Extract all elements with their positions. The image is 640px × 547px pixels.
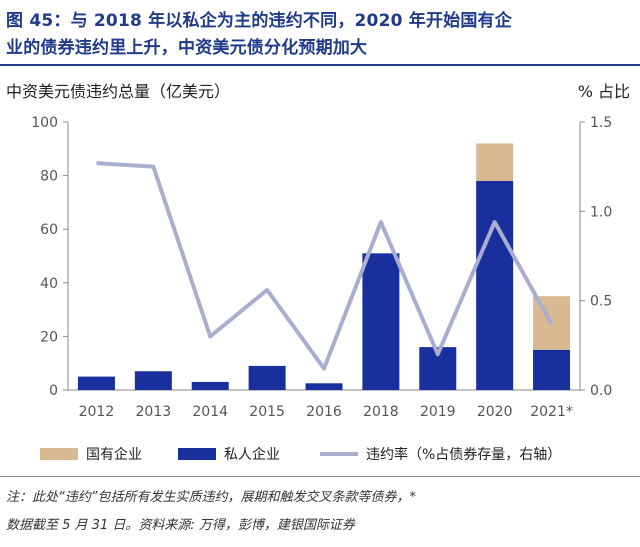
x-tick-label: 2015 bbox=[249, 404, 285, 420]
x-tick-label: 2019 bbox=[420, 404, 456, 420]
legend-label-state-owned: 国有企业 bbox=[86, 447, 142, 463]
bar-private-enterprise bbox=[362, 253, 400, 390]
legend-item-state-owned: 国有企业 bbox=[40, 444, 142, 464]
bar-private-enterprise bbox=[248, 365, 286, 390]
figure-title-line-2: 业的债券违约里上升，中资美元债分化预期加大 bbox=[6, 38, 368, 58]
legend-label-private: 私人企业 bbox=[224, 447, 280, 463]
bar-private-enterprise bbox=[191, 381, 229, 390]
x-tick-label: 2014 bbox=[192, 404, 228, 420]
title-divider bbox=[0, 64, 640, 66]
right-tick-label: 1.0 bbox=[590, 204, 612, 220]
x-tick-label: 2018 bbox=[363, 404, 399, 420]
x-tick-label: 2013 bbox=[136, 404, 172, 420]
legend-swatch-state-owned bbox=[40, 448, 78, 460]
bar-state-owned-enterprise bbox=[476, 143, 514, 181]
stacked-bar-line-chart: 0 20 40 60 80 100 0.0 0.5 1.0 1.5 2012 2013 2014 2015… bbox=[31, 115, 612, 420]
note-divider bbox=[0, 476, 640, 477]
left-tick-label: 80 bbox=[40, 169, 58, 185]
x-tick-label: 2020 bbox=[477, 404, 513, 420]
figure-title: 图 45：与 2018 年以私企为主的违约不同，2020 年开始国有企 业的债券… bbox=[0, 0, 640, 70]
x-tick-label: 2021* bbox=[530, 404, 573, 420]
bar-private-enterprise bbox=[77, 376, 115, 390]
footnote-line-1: 注：此处“违约”包括所有发生实质违约，展期和触发交叉条款等债券，* bbox=[6, 490, 416, 505]
bar-private-enterprise bbox=[134, 371, 172, 390]
legend-swatch-default-rate bbox=[320, 452, 358, 456]
right-tick-label: 1.5 bbox=[590, 115, 612, 131]
left-tick-label: 20 bbox=[40, 329, 58, 345]
right-tick-label: 0.0 bbox=[590, 383, 612, 399]
bar-private-enterprise bbox=[533, 349, 571, 390]
figure-title-line-1: 图 45：与 2018 年以私企为主的违约不同，2020 年开始国有企 bbox=[6, 11, 512, 31]
legend-item-private: 私人企业 bbox=[178, 444, 280, 464]
right-axis-title: % 占比 bbox=[577, 82, 630, 101]
chart-legend: 国有企业 私人企业 违约率（%占债券存量，右轴） bbox=[0, 440, 640, 468]
x-tick-label: 2012 bbox=[79, 404, 115, 420]
right-tick-label: 0.5 bbox=[590, 294, 612, 310]
legend-label-default-rate: 违约率（%占债券存量，右轴） bbox=[366, 447, 562, 463]
left-tick-label: 100 bbox=[31, 115, 58, 131]
bar-private-enterprise bbox=[305, 383, 343, 390]
bar-private-enterprise bbox=[476, 180, 514, 390]
x-tick-label: 2016 bbox=[306, 404, 342, 420]
left-tick-label: 40 bbox=[40, 276, 58, 292]
legend-swatch-private bbox=[178, 448, 216, 460]
legend-item-default-rate: 违约率（%占债券存量，右轴） bbox=[320, 444, 561, 464]
footnote-line-2: 数据截至 5 月 31 日。资料来源: 万得，彭博，建银国际证券 bbox=[6, 518, 355, 533]
left-axis-title: 中资美元债违约总量（亿美元） bbox=[6, 82, 231, 101]
left-tick-label: 0 bbox=[49, 383, 58, 399]
left-tick-label: 60 bbox=[40, 222, 58, 238]
